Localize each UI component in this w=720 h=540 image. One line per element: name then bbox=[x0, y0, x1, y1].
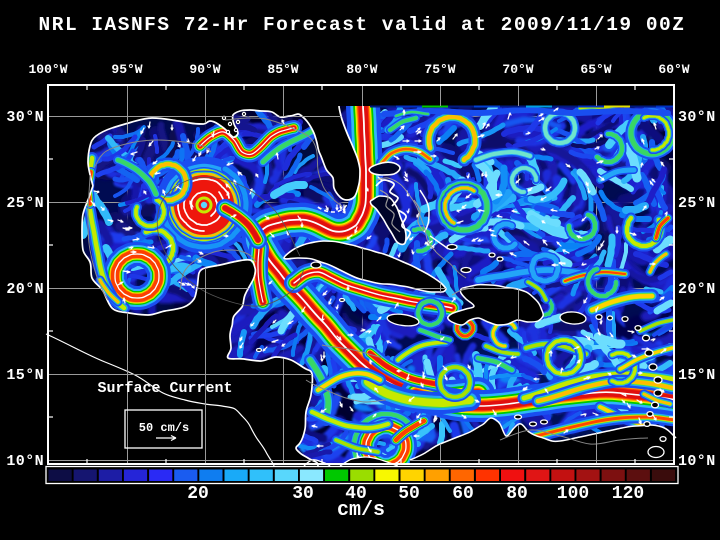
svg-text:90°W: 90°W bbox=[189, 62, 220, 77]
svg-text:25°N: 25°N bbox=[678, 195, 716, 212]
svg-text:100°W: 100°W bbox=[28, 62, 67, 77]
svg-text:15°N: 15°N bbox=[678, 367, 716, 384]
svg-text:10°N: 10°N bbox=[6, 453, 44, 470]
svg-text:30°N: 30°N bbox=[6, 109, 44, 126]
svg-text:Surface Current: Surface Current bbox=[97, 380, 232, 397]
svg-text:25°N: 25°N bbox=[6, 195, 44, 212]
svg-text:20°N: 20°N bbox=[6, 281, 44, 298]
svg-text:50 cm/s: 50 cm/s bbox=[139, 421, 189, 435]
svg-text:15°N: 15°N bbox=[6, 367, 44, 384]
svg-text:NRL IASNFS 72-Hr Forecast val: NRL IASNFS 72-Hr Forecast valid at 2009/… bbox=[39, 14, 686, 36]
svg-text:80°W: 80°W bbox=[346, 62, 377, 77]
svg-text:75°W: 75°W bbox=[424, 62, 455, 77]
svg-text:40: 40 bbox=[345, 484, 367, 504]
svg-text:20°N: 20°N bbox=[678, 281, 716, 298]
svg-text:60°W: 60°W bbox=[658, 62, 689, 77]
svg-text:cm/s: cm/s bbox=[337, 499, 385, 522]
svg-text:10°N: 10°N bbox=[678, 453, 716, 470]
svg-text:95°W: 95°W bbox=[111, 62, 142, 77]
svg-text:70°W: 70°W bbox=[502, 62, 533, 77]
svg-text:120: 120 bbox=[612, 484, 644, 504]
svg-text:20: 20 bbox=[187, 484, 209, 504]
svg-text:85°W: 85°W bbox=[267, 62, 298, 77]
svg-text:100: 100 bbox=[557, 484, 589, 504]
svg-text:60: 60 bbox=[452, 484, 474, 504]
svg-text:30: 30 bbox=[292, 484, 314, 504]
svg-text:30°N: 30°N bbox=[678, 109, 716, 126]
svg-text:80: 80 bbox=[506, 484, 528, 504]
svg-text:65°W: 65°W bbox=[580, 62, 611, 77]
svg-text:50: 50 bbox=[398, 484, 420, 504]
